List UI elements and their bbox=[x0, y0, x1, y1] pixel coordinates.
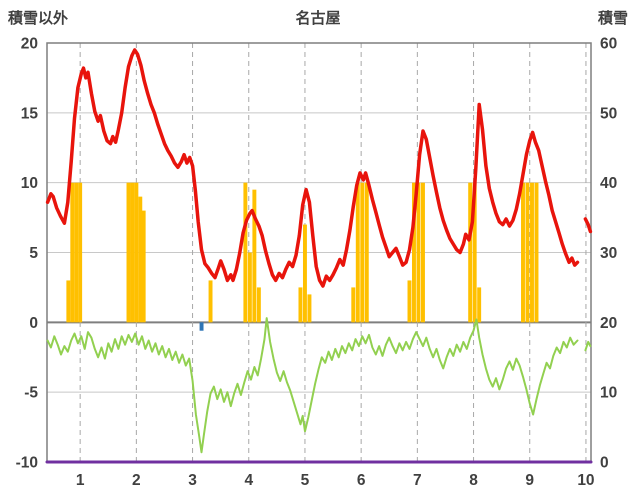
svg-text:8: 8 bbox=[469, 472, 478, 489]
svg-text:10: 10 bbox=[21, 175, 38, 192]
svg-text:7: 7 bbox=[413, 472, 422, 489]
svg-text:-10: -10 bbox=[16, 455, 38, 472]
svg-text:60: 60 bbox=[600, 36, 617, 53]
svg-text:5: 5 bbox=[29, 245, 38, 262]
svg-text:2: 2 bbox=[132, 472, 141, 489]
svg-text:40: 40 bbox=[600, 175, 617, 192]
svg-text:20: 20 bbox=[21, 36, 38, 53]
svg-text:20: 20 bbox=[600, 315, 617, 332]
svg-text:10: 10 bbox=[577, 472, 594, 489]
svg-text:1: 1 bbox=[76, 472, 85, 489]
svg-text:-5: -5 bbox=[24, 385, 38, 402]
svg-text:4: 4 bbox=[244, 472, 253, 489]
svg-text:0: 0 bbox=[29, 315, 38, 332]
svg-text:30: 30 bbox=[600, 245, 617, 262]
svg-text:3: 3 bbox=[188, 472, 197, 489]
svg-text:10: 10 bbox=[600, 385, 617, 402]
svg-text:15: 15 bbox=[21, 105, 39, 122]
svg-text:0: 0 bbox=[600, 455, 609, 472]
svg-text:9: 9 bbox=[525, 472, 534, 489]
svg-text:6: 6 bbox=[357, 472, 366, 489]
svg-text:50: 50 bbox=[600, 105, 617, 122]
svg-text:5: 5 bbox=[301, 472, 310, 489]
